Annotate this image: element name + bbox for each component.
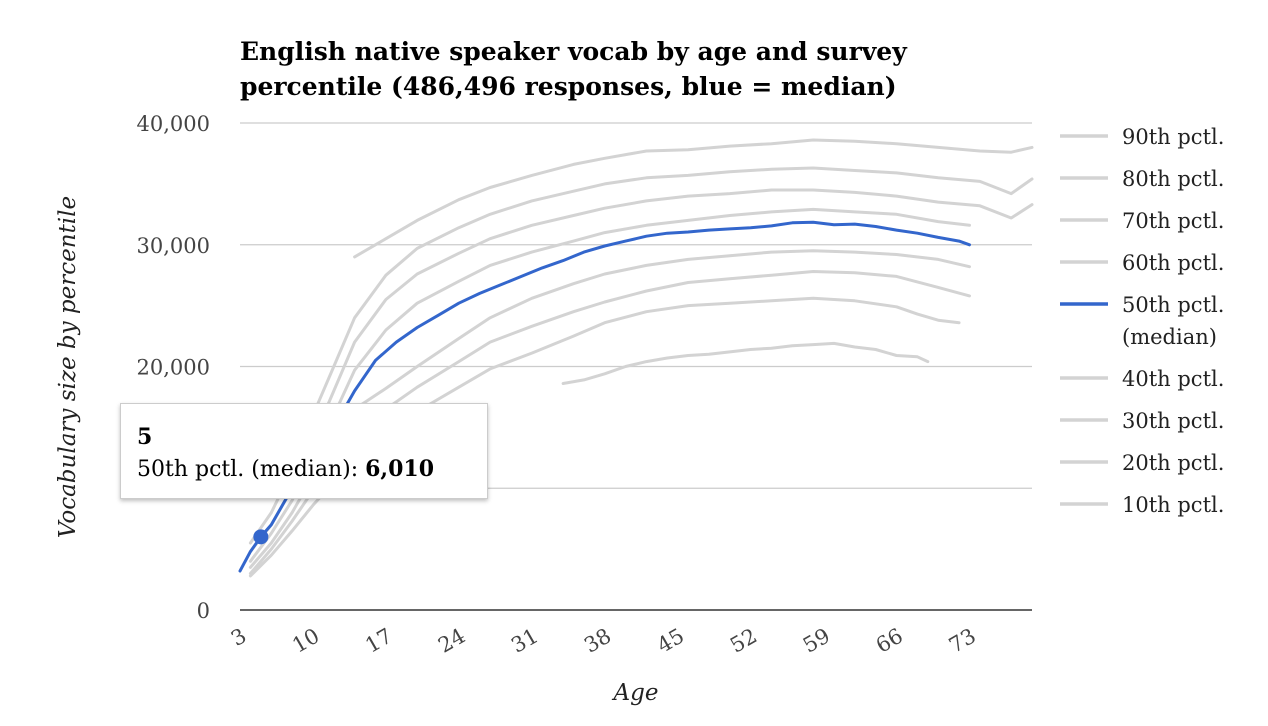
series-line-9 [561, 341, 930, 385]
legend-label-6: 40th pctl. [1122, 367, 1224, 391]
tooltip-value: 6,010 [365, 456, 435, 482]
legend-label-7: 30th pctl. [1122, 409, 1224, 433]
x-axis-title: Age [612, 680, 659, 706]
y-axis-ticks: 0 20,000 30,000 40,000 [137, 112, 210, 623]
tooltip-title: 5 [137, 424, 153, 450]
legend-label-1: 90th pctl. [1122, 125, 1224, 149]
series-line-2 [248, 166, 1034, 545]
y-tick-label-20000: 20,000 [137, 356, 210, 380]
legend-label-9: 10th pctl. [1122, 493, 1224, 517]
x-tick-label-3: 3 [227, 624, 251, 651]
chart-title-line-1: English native speaker vocab by age and … [240, 37, 908, 66]
x-axis-ticks: 3 10 17 24 31 38 45 52 59 66 73 [227, 624, 980, 658]
chart-title: English native speaker vocab by age and … [240, 37, 908, 101]
tooltip: 5 50th pctl. (median): 6,010 [120, 403, 488, 499]
x-tick-label-31: 31 [507, 624, 542, 658]
legend-label-5-line2: (median) [1122, 325, 1217, 349]
tooltip-series-label: 50th pctl. (median): [137, 457, 366, 482]
series-line-3 [248, 188, 1034, 554]
y-tick-label-30000: 30,000 [137, 234, 210, 258]
median-point-marker[interactable] [253, 529, 269, 545]
x-tick-label-10: 10 [288, 624, 323, 658]
y-tick-label-0: 0 [197, 599, 210, 623]
tooltip-line: 50th pctl. (median): 6,010 [137, 452, 471, 487]
legend-label-4: 60th pctl. [1122, 251, 1224, 275]
legend-label-5: 50th pctl. [1122, 293, 1224, 317]
legend-label-8: 20th pctl. [1122, 451, 1224, 475]
x-tick-label-52: 52 [726, 624, 761, 658]
y-axis-title: Vocabulary size by percentile [55, 196, 81, 538]
x-tick-label-24: 24 [434, 624, 469, 658]
x-tick-label-45: 45 [653, 624, 688, 658]
chart-title-line-2: percentile (486,496 responses, blue = me… [240, 72, 897, 101]
x-tick-label-38: 38 [580, 624, 615, 658]
x-tick-label-66: 66 [872, 624, 907, 658]
legend-label-3: 70th pctl. [1122, 209, 1224, 233]
legend-label-2: 80th pctl. [1122, 167, 1224, 191]
y-tick-label-40000: 40,000 [137, 112, 210, 136]
series-lines [238, 138, 1034, 578]
x-tick-label-73: 73 [945, 624, 980, 658]
x-tick-label-17: 17 [361, 624, 396, 658]
series-line-1 [353, 138, 1034, 259]
legend: 90th pctl. 80th pctl. 70th pctl. 60th pctl.… [1060, 125, 1224, 517]
x-tick-label-59: 59 [799, 624, 834, 658]
tooltip-point-marker[interactable] [253, 529, 269, 545]
